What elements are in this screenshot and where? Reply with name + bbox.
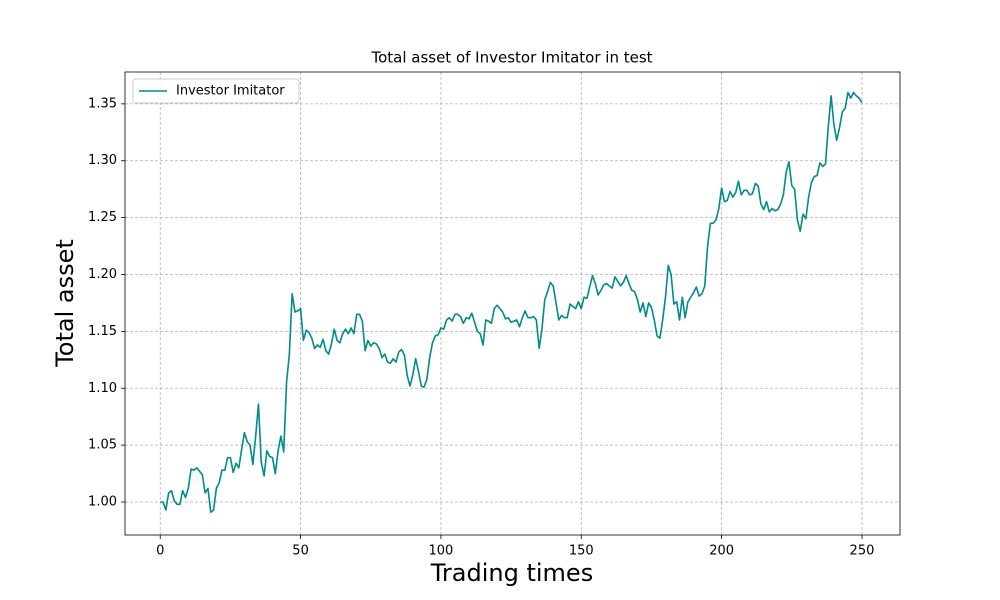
legend-box [132, 78, 300, 104]
x-tick-label: 200 [709, 544, 734, 559]
chart-title: Total asset of Investor Imitator in test [370, 49, 652, 67]
x-tick-label: 100 [429, 544, 454, 559]
y-tick-label: 1.00 [88, 495, 117, 510]
legend-label: Investor Imitator [176, 84, 285, 99]
y-tick-label: 1.15 [88, 324, 117, 339]
x-tick-label: 150 [569, 544, 594, 559]
y-tick-label: 1.35 [88, 96, 117, 111]
series-line [160, 91, 863, 514]
x-tick-label: 0 [156, 544, 164, 559]
y-axis-label: Total asset [51, 239, 79, 368]
y-tick-label: 1.30 [88, 153, 117, 168]
x-axis-label: Trading times [430, 559, 593, 587]
y-tick-label: 1.25 [88, 210, 117, 225]
plot-frame [124, 71, 901, 536]
x-tick-label: 250 [850, 544, 875, 559]
y-tick-label: 1.20 [88, 267, 117, 282]
x-tick-label: 50 [292, 544, 309, 559]
y-tick-label: 1.05 [88, 438, 117, 453]
y-tick-label: 1.10 [88, 381, 117, 396]
